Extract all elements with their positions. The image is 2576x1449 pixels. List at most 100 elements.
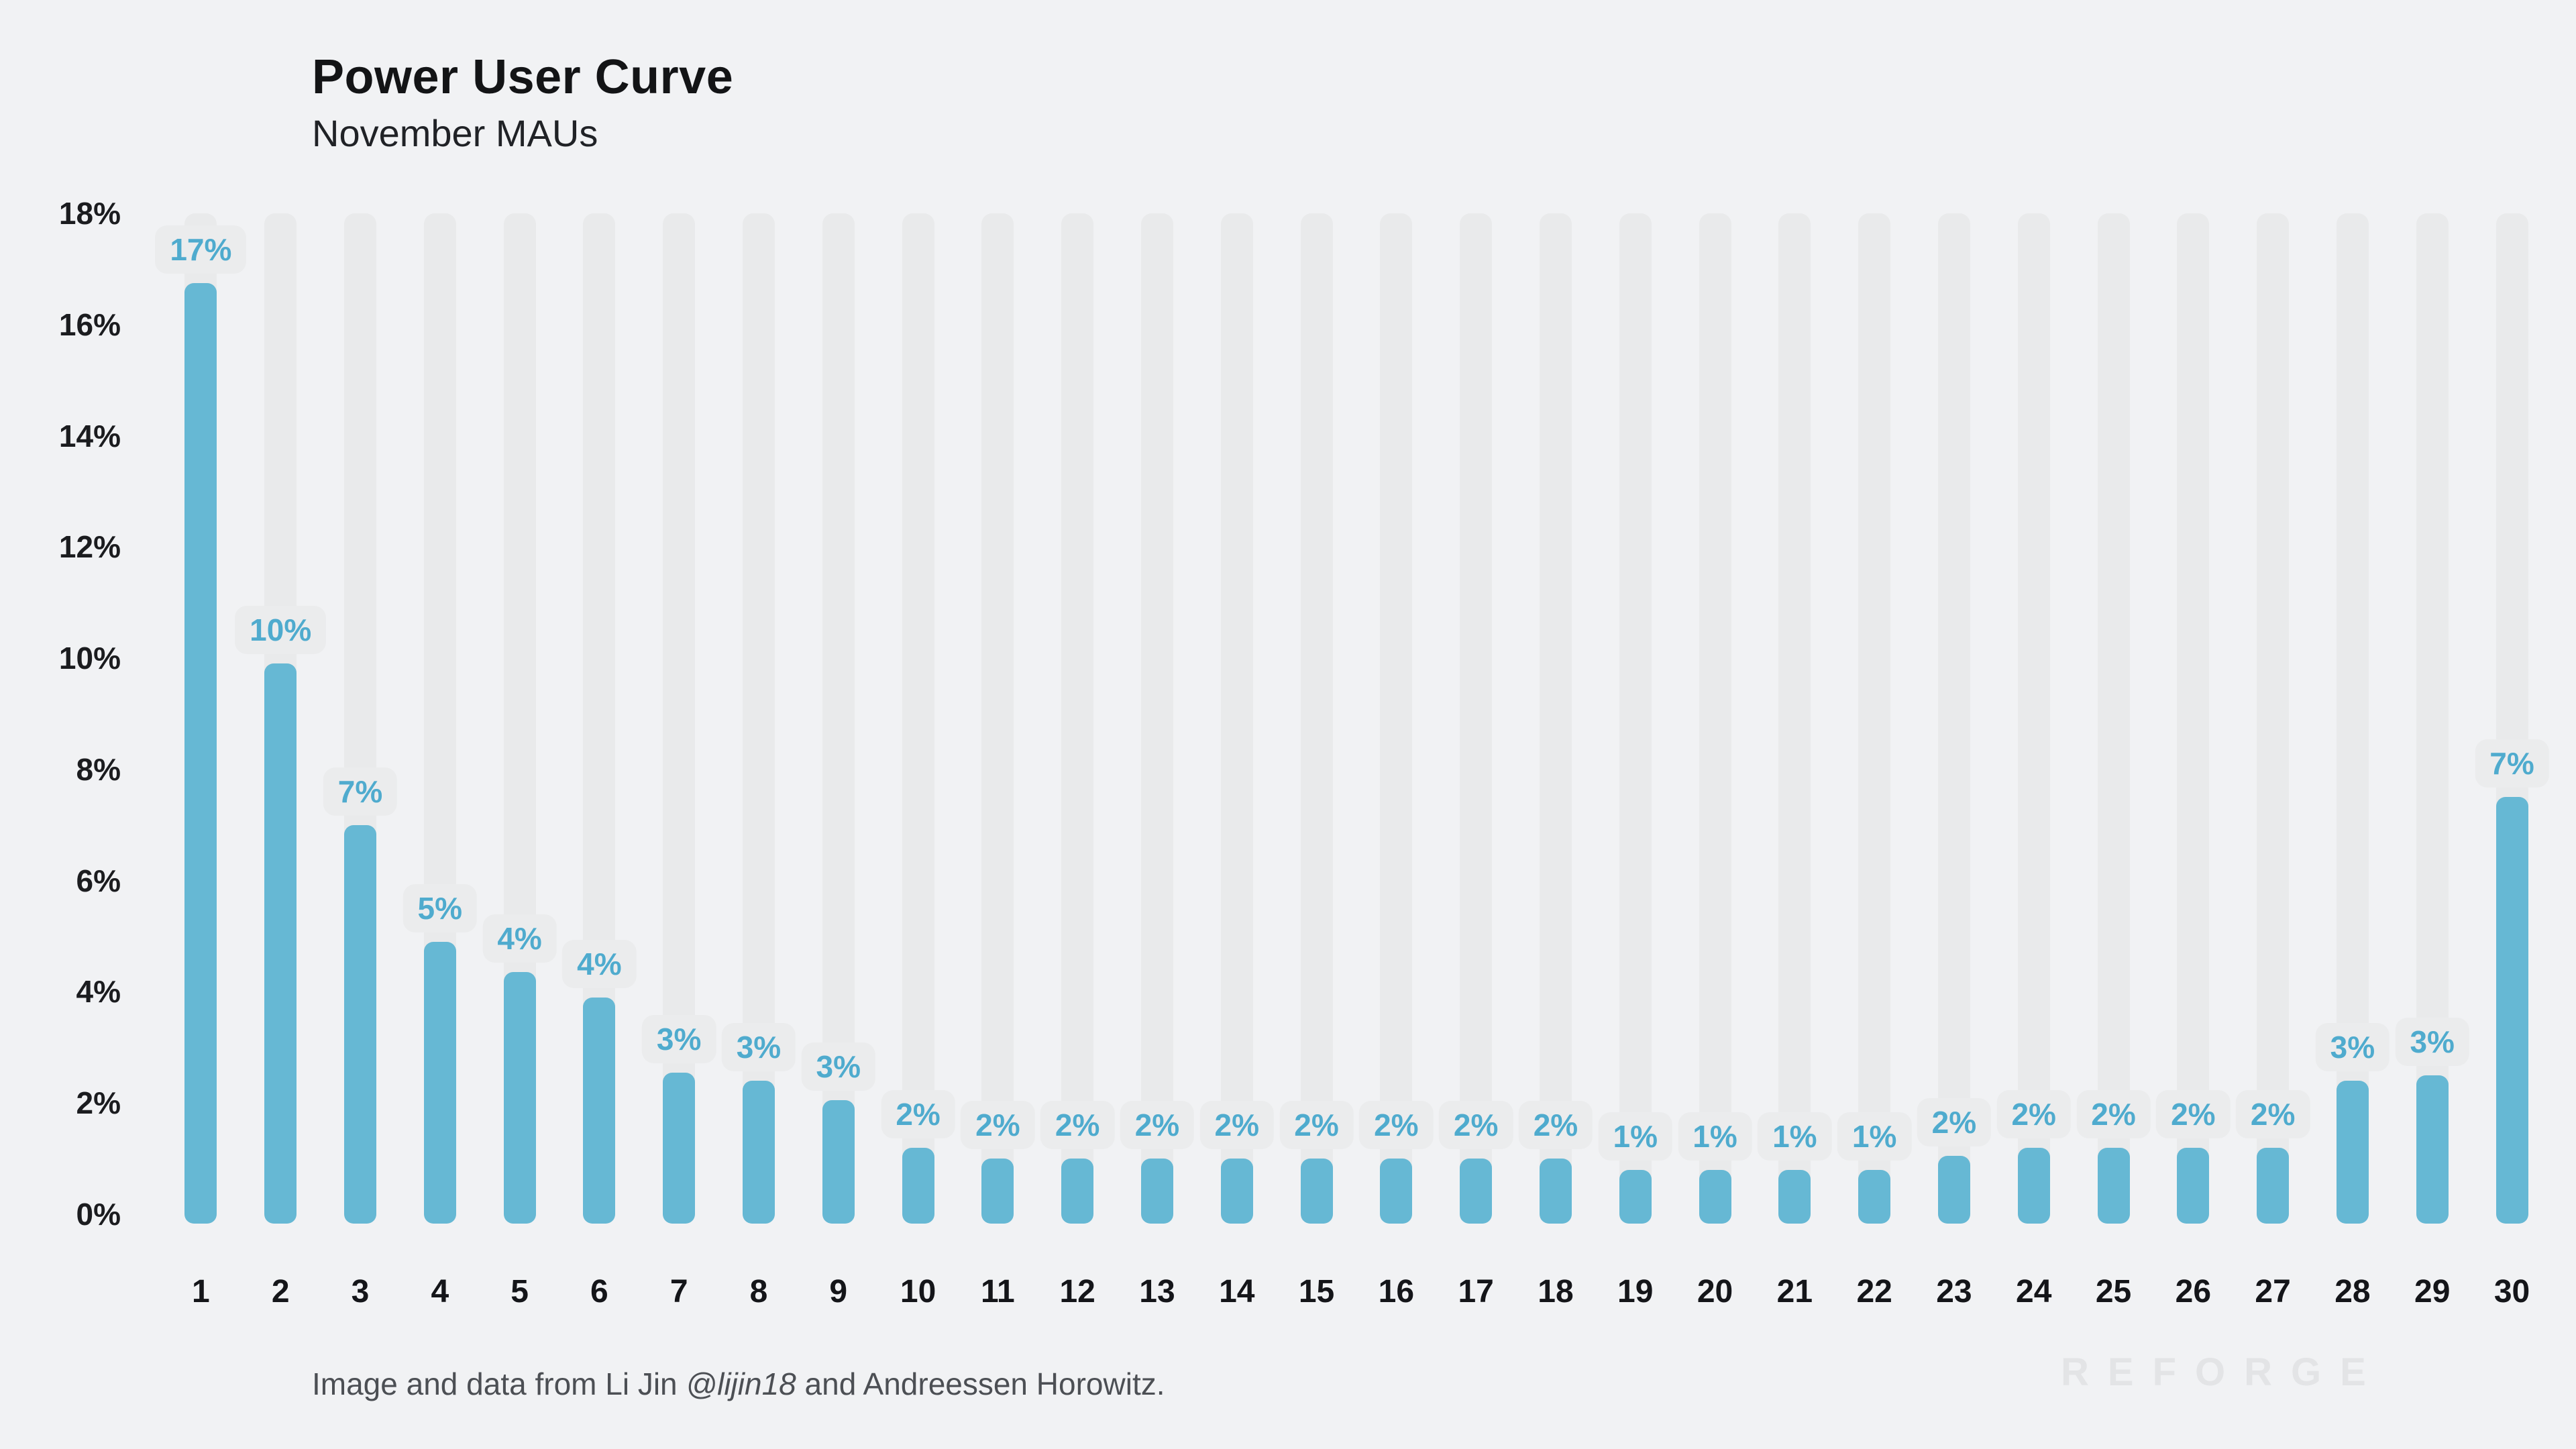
x-tick-label: 1 xyxy=(192,1274,210,1309)
bar-value-badge: 2% xyxy=(1518,1101,1593,1150)
x-tick-label: 10 xyxy=(900,1274,936,1309)
bar-value-badge: 2% xyxy=(2235,1089,2310,1138)
x-tick-label: 30 xyxy=(2493,1274,2530,1309)
bar-value-badge: 3% xyxy=(721,1023,796,1072)
x-tick-label: 13 xyxy=(1139,1274,1175,1309)
bar-fill xyxy=(2496,797,2528,1224)
bar-fill xyxy=(1220,1159,1253,1224)
y-tick-label: 10% xyxy=(58,641,121,676)
credit-handle: @lijin18 xyxy=(686,1366,796,1401)
bar-slot: 2% xyxy=(1038,213,1118,1224)
x-tick-label: 17 xyxy=(1458,1274,1494,1309)
y-tick-label: 6% xyxy=(76,863,121,898)
bar-fill xyxy=(264,663,297,1224)
bar-value-badge: 2% xyxy=(1199,1101,1274,1150)
x-tick-label: 7 xyxy=(669,1274,688,1309)
bar-slot: 2% xyxy=(2074,213,2153,1224)
x-tick-label: 24 xyxy=(2016,1274,2052,1309)
bar-track xyxy=(742,213,775,1224)
bar-fill xyxy=(503,972,536,1224)
x-tick-label: 21 xyxy=(1776,1274,1813,1309)
bar-fill xyxy=(423,941,456,1224)
bar-value-badge: 4% xyxy=(482,914,557,963)
bar-value-badge: 2% xyxy=(2076,1089,2151,1138)
bar-value-badge: 4% xyxy=(562,939,637,988)
bar-track xyxy=(1061,213,1094,1224)
bar-track xyxy=(2416,213,2449,1224)
bar-track xyxy=(2097,213,2130,1224)
bar-slot: 1% xyxy=(1755,213,1835,1224)
bar-value-badge: 2% xyxy=(2156,1089,2231,1138)
bar-slot: 2% xyxy=(1356,213,1436,1224)
bar-fill xyxy=(1539,1159,1572,1224)
bar-slot: 3% xyxy=(639,213,719,1224)
bar-fill xyxy=(2336,1081,2369,1224)
bar-slot: 3% xyxy=(2392,213,2472,1224)
bar-slot: 3% xyxy=(2313,213,2393,1224)
x-tick-label: 9 xyxy=(829,1274,848,1309)
x-tick-label: 11 xyxy=(980,1274,1015,1309)
bar-fill xyxy=(583,997,616,1224)
plot-area: 17% 10% 7% 5% 4% 4% 3% 3% 3% 2% 2% 2% 2% 2% 2% 2% 2% 2% 1%… xyxy=(155,213,2552,1224)
y-tick-label: 18% xyxy=(58,196,121,231)
x-tick-label: 19 xyxy=(1617,1274,1654,1309)
y-tick-label: 2% xyxy=(76,1085,121,1121)
bar-track xyxy=(1619,213,1652,1224)
bar-slot: 2% xyxy=(1197,213,1277,1224)
bar-slot: 2% xyxy=(2233,213,2313,1224)
chart-subtitle: November MAUs xyxy=(312,111,598,154)
bar-slot: 2% xyxy=(1436,213,1516,1224)
bar-value-badge: 2% xyxy=(1040,1101,1115,1150)
x-tick-label: 28 xyxy=(2334,1274,2371,1309)
bar-fill xyxy=(1061,1159,1094,1224)
chart-title: Power User Curve xyxy=(312,50,734,104)
bar-value-badge: 10% xyxy=(235,606,327,655)
x-axis: 1 2 3 4 5 6 7 8 9 10 11 12 13 14 15 16 17 18 19 20 21 22 23 24 2… xyxy=(161,1273,2552,1310)
bar-track xyxy=(1858,213,1891,1224)
bar-slot: 2% xyxy=(1994,213,2074,1224)
x-tick-label: 12 xyxy=(1059,1274,1095,1309)
x-tick-label: 2 xyxy=(271,1274,290,1309)
y-tick-label: 8% xyxy=(76,751,121,787)
x-tick-label: 6 xyxy=(590,1274,608,1309)
x-tick-label: 29 xyxy=(2414,1274,2451,1309)
bar-track xyxy=(902,213,934,1224)
x-tick-label: 23 xyxy=(1936,1274,1972,1309)
bar-fill xyxy=(343,824,376,1224)
bar-value-badge: 2% xyxy=(1120,1101,1195,1150)
bar-fill xyxy=(902,1147,934,1224)
bar-slot: 1% xyxy=(1675,213,1755,1224)
bar-fill xyxy=(981,1159,1014,1224)
x-tick-label: 8 xyxy=(749,1274,768,1309)
bar-fill xyxy=(1858,1169,1891,1224)
bar-fill xyxy=(184,282,217,1224)
bar-fill xyxy=(2097,1147,2130,1224)
bar-value-badge: 3% xyxy=(2315,1023,2390,1072)
bar-slot: 2% xyxy=(1915,213,1994,1224)
bar-value-badge: 7% xyxy=(2475,739,2549,788)
x-tick-label: 26 xyxy=(2175,1274,2212,1309)
bar-slot: 5% xyxy=(400,213,480,1224)
bar-fill xyxy=(1460,1159,1493,1224)
bar-track xyxy=(2336,213,2369,1224)
credit-prefix: Image and data from Li Jin xyxy=(312,1366,686,1401)
bar-fill xyxy=(1937,1155,1970,1224)
bar-value-badge: 2% xyxy=(1996,1089,2071,1138)
y-tick-label: 0% xyxy=(76,1197,121,1232)
bar-value-badge: 3% xyxy=(641,1014,716,1063)
reforge-logo: REFORGE xyxy=(2061,1350,2385,1394)
bar-track xyxy=(1140,213,1173,1224)
bar-track xyxy=(1699,213,1731,1224)
bar-slot: 3% xyxy=(798,213,878,1224)
y-tick-label: 4% xyxy=(76,974,121,1010)
bar-slot: 2% xyxy=(2153,213,2233,1224)
bar-track xyxy=(1937,213,1970,1224)
bar-slot: 2% xyxy=(1277,213,1356,1224)
bar-value-badge: 2% xyxy=(1359,1101,1434,1150)
bar-track xyxy=(1300,213,1333,1224)
bar-value-badge: 3% xyxy=(801,1042,876,1091)
bar-fill xyxy=(2177,1147,2210,1224)
bar-value-badge: 2% xyxy=(1279,1101,1354,1150)
y-tick-label: 14% xyxy=(58,418,121,453)
